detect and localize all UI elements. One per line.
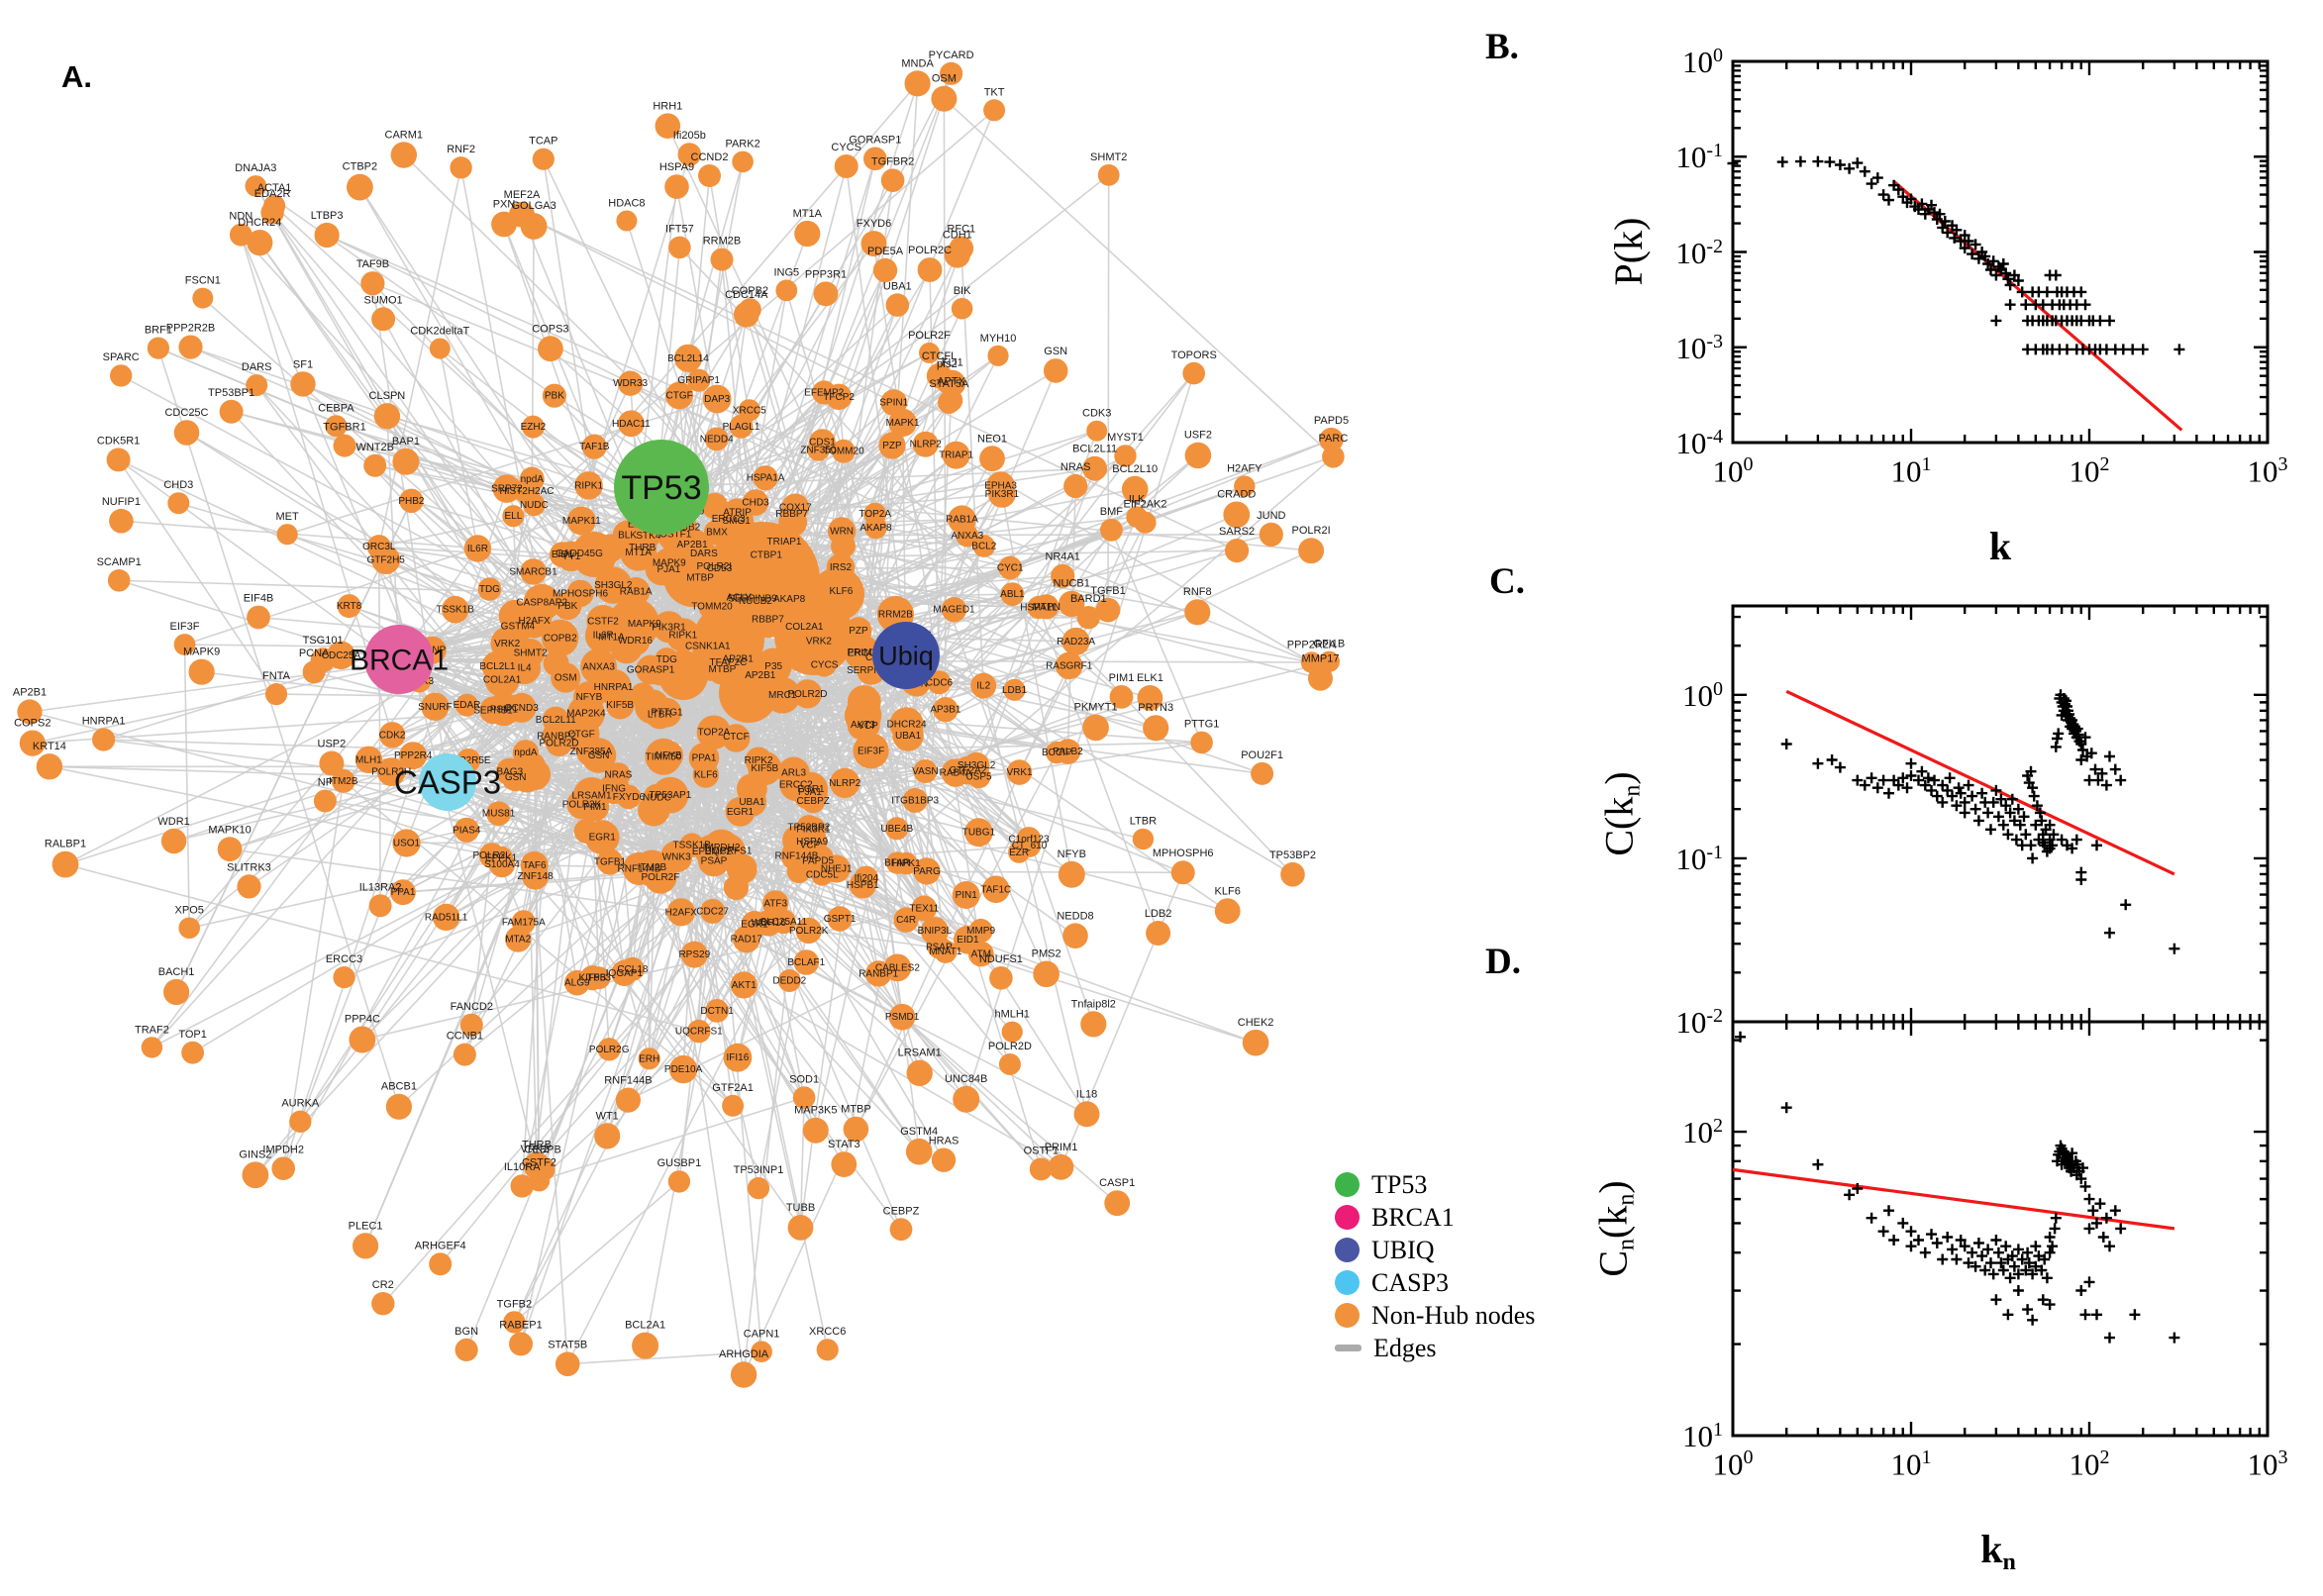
legend-label: TP53 bbox=[1371, 1169, 1428, 1199]
legend-item-brca1: BRCA1 bbox=[1335, 1204, 1535, 1231]
hub-label-ubiq: Ubiq bbox=[878, 641, 934, 670]
scatter-points-B bbox=[1727, 155, 2185, 355]
edge-swatch-icon bbox=[1335, 1345, 1362, 1351]
legend-item-tp53: TP53 bbox=[1335, 1171, 1535, 1198]
tick-label: 10-3 bbox=[1675, 330, 1723, 365]
node-swatch-icon bbox=[1335, 1205, 1360, 1230]
scatter-points-C bbox=[1780, 689, 2180, 954]
hub-node-ubiq bbox=[872, 622, 940, 689]
tick-label: 102 bbox=[2069, 453, 2110, 489]
panel-label-b: B. bbox=[1485, 27, 1519, 67]
plot-D bbox=[1731, 1020, 2270, 1438]
tick-label: 100 bbox=[1682, 677, 1723, 713]
tick-label: 10-1 bbox=[1675, 140, 1723, 175]
tick-label: 100 bbox=[1682, 44, 1723, 80]
hub-label-casp3: CASP3 bbox=[394, 764, 501, 801]
axis-ticks bbox=[1733, 61, 2268, 443]
tick-label: 101 bbox=[1682, 1418, 1723, 1454]
tick-label: 10-2 bbox=[1675, 235, 1723, 270]
plot-C bbox=[1731, 604, 2270, 1024]
x-axis-title-D: kn bbox=[1980, 1527, 2016, 1576]
hub-node-brca1 bbox=[364, 625, 434, 694]
tick-label: 103 bbox=[2247, 1446, 2288, 1482]
hub-node-tp53 bbox=[614, 440, 709, 535]
panel-label-a: A. bbox=[61, 59, 92, 94]
hub-label-tp53: TP53 bbox=[621, 469, 701, 507]
tick-label: 10-2 bbox=[1675, 1004, 1723, 1041]
panel-label-c: C. bbox=[1489, 561, 1525, 602]
tick-label: 10-4 bbox=[1675, 425, 1723, 461]
node-swatch-icon bbox=[1335, 1238, 1360, 1262]
legend-label: Edges bbox=[1373, 1333, 1437, 1362]
tick-label: 100 bbox=[1712, 1446, 1754, 1482]
node-swatch-icon bbox=[1335, 1303, 1360, 1328]
legend-item-edges: Edges bbox=[1335, 1335, 1535, 1361]
legend-item-casp3: CASP3 bbox=[1335, 1269, 1535, 1296]
tick-label: 100 bbox=[1712, 453, 1754, 489]
network-hubs: TP53 BRCA1 Ubiq CASP3 bbox=[350, 440, 940, 811]
legend-label: BRCA1 bbox=[1371, 1202, 1455, 1232]
axis-ticks bbox=[1733, 1022, 2268, 1436]
fit-line-C bbox=[1785, 689, 2175, 876]
y-axis-title-C: C(kn) bbox=[1596, 771, 1646, 856]
legend-item-ubiq: UBIQ bbox=[1335, 1237, 1535, 1263]
legend-label: UBIQ bbox=[1371, 1235, 1435, 1264]
hub-node-casp3 bbox=[419, 753, 476, 811]
node-swatch-icon bbox=[1335, 1270, 1360, 1295]
legend-label: CASP3 bbox=[1371, 1267, 1450, 1297]
tick-label: 102 bbox=[2069, 1446, 2110, 1482]
y-axis-title-D: Cn(kn) bbox=[1590, 1180, 1640, 1277]
legend-label: Non-Hub nodes bbox=[1371, 1300, 1536, 1330]
tick-label: 101 bbox=[1890, 453, 1932, 489]
axis-ticks bbox=[1733, 606, 2268, 1022]
hub-label-brca1: BRCA1 bbox=[350, 645, 449, 677]
panel-label-d: D. bbox=[1485, 942, 1521, 982]
scatter-points-D bbox=[1735, 1031, 2180, 1344]
node-swatch-icon bbox=[1335, 1172, 1360, 1197]
x-axis-title-B: k bbox=[1988, 524, 2012, 568]
tick-label: 101 bbox=[1890, 1446, 1932, 1482]
plot-B bbox=[1727, 59, 2270, 445]
fit-line-D bbox=[1732, 1167, 2175, 1231]
legend-item-non-hub-nodes: Non-Hub nodes bbox=[1335, 1302, 1535, 1329]
tick-label: 102 bbox=[1682, 1114, 1723, 1150]
network-legend: TP53 BRCA1 UBIQ CASP3 Non-Hub nodes Edges bbox=[1335, 1171, 1535, 1361]
tick-label: 10-1 bbox=[1675, 841, 1723, 877]
tick-label: 103 bbox=[2247, 453, 2288, 489]
y-axis-title-B: P(k) bbox=[1606, 217, 1651, 286]
